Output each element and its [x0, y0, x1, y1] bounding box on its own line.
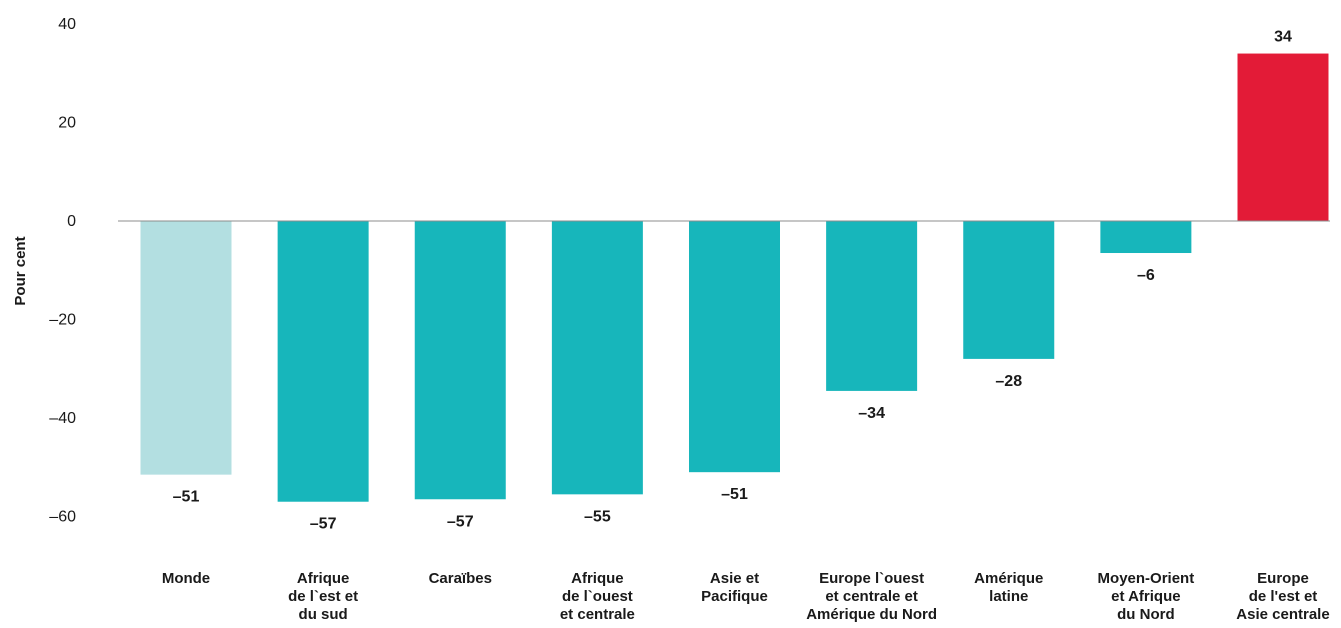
- bar: [826, 221, 918, 391]
- x-category-label-line: et Afrique: [1111, 588, 1180, 605]
- y-tick-label: –40: [49, 410, 76, 427]
- y-tick-label: 0: [67, 213, 76, 230]
- x-category-label-line: Monde: [162, 570, 210, 587]
- x-category-label-line: de l`ouest: [562, 588, 633, 605]
- x-category-label-line: Amérique: [974, 570, 1043, 587]
- x-category-label: Amérique latine: [974, 570, 1043, 605]
- x-category-label-line: Europe l`ouest: [819, 570, 924, 587]
- x-category-label-line: Amérique du Nord: [806, 606, 937, 623]
- y-axis-ticks: 40 20 0 –20 –40 –60: [49, 16, 76, 526]
- y-axis-title: Pour cent: [12, 236, 29, 305]
- x-category-label-line: du sud: [299, 606, 348, 623]
- y-tick-label: 40: [58, 16, 76, 33]
- x-category-label-line: Afrique: [297, 570, 350, 587]
- bar-value-label: –6: [1137, 267, 1155, 284]
- x-category-label: Asie et Pacifique: [701, 570, 768, 605]
- x-category-label-line: Pacifique: [701, 588, 768, 605]
- bar: [551, 221, 643, 495]
- bar-value-label: –28: [995, 373, 1022, 390]
- x-category-label-line: latine: [989, 588, 1028, 605]
- x-category-label: Europe l`ouest et centrale et Amérique du …: [806, 570, 937, 623]
- x-category-label: Moyen-Orient et Afrique du Nord: [1098, 570, 1195, 623]
- bar: [1237, 53, 1329, 221]
- bar: [689, 221, 780, 473]
- x-category-label-line: Caraïbes: [429, 570, 492, 587]
- x-category-label: Afrique de l`ouest et centrale: [560, 570, 635, 623]
- bar-value-label: –51: [721, 486, 748, 503]
- x-category-label: Caraïbes: [429, 570, 492, 587]
- x-category-label-line: de l'est et: [1249, 588, 1318, 605]
- x-category-label-line: Afrique: [571, 570, 624, 587]
- x-category-label-line: Moyen-Orient: [1098, 570, 1195, 587]
- bar-value-label: 34: [1274, 29, 1292, 46]
- bar-value-label: –57: [447, 513, 474, 530]
- bar-value-label: –55: [584, 508, 611, 525]
- x-category-label-line: et centrale: [560, 606, 635, 623]
- y-tick-label: –20: [49, 312, 76, 329]
- x-category-label: Monde: [162, 570, 210, 587]
- x-category-label-line: du Nord: [1117, 606, 1175, 623]
- bar: [140, 221, 232, 475]
- bar: [414, 221, 506, 500]
- y-tick-label: 20: [58, 115, 76, 132]
- x-category-label-line: et centrale et: [825, 588, 918, 605]
- bar: [1100, 221, 1192, 254]
- bar-value-label: –57: [310, 516, 337, 533]
- bar-value-label: –51: [173, 489, 200, 506]
- bar-value-label: –34: [858, 405, 885, 422]
- bar: [277, 221, 369, 502]
- x-category-label-line: de l`est et: [288, 588, 358, 605]
- x-category-label: Europe de l'est et Asie centrale: [1236, 570, 1329, 623]
- x-category-label-line: Asie et: [710, 570, 759, 587]
- y-tick-label: –60: [49, 509, 76, 526]
- bar: [963, 221, 1055, 359]
- bars-group: [140, 53, 1329, 502]
- x-category-label-line: Asie centrale: [1236, 606, 1329, 623]
- x-category-label-line: Europe: [1257, 570, 1309, 587]
- x-category-label: Afrique de l`est et du sud: [288, 570, 358, 623]
- value-labels-group: –51 –57 –57 –55 –51 –34 –28 –6 34: [173, 29, 1292, 533]
